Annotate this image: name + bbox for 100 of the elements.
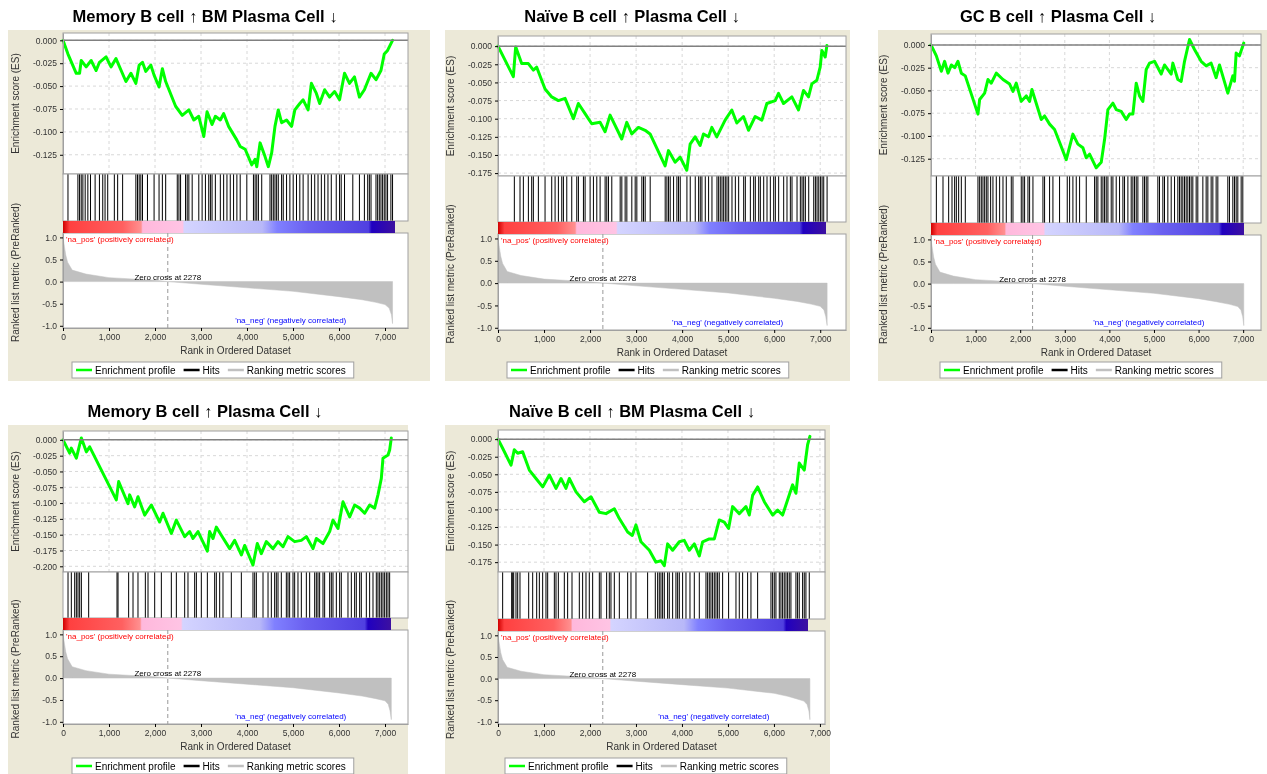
line-series	[496, 434, 812, 568]
x-tick-label: 1,000	[533, 728, 556, 739]
x-tick-label: 2,000	[579, 334, 602, 345]
y-axis-title: Enrichment score (ES)	[878, 54, 889, 156]
annotation: 'na_neg' (negatively correlated)	[1093, 318, 1205, 327]
legend-label: Hits	[202, 761, 220, 772]
y-axis-title: Ranked list metric (PreRanked)	[445, 204, 456, 344]
y-tick-label: -1.0	[477, 322, 493, 333]
y-tick-label: -0.125	[32, 149, 58, 160]
y-tick-label: -0.175	[32, 545, 58, 556]
y-tick-label: -0.100	[467, 113, 493, 124]
y-tick-label: -1.0	[910, 323, 926, 334]
x-tick-label: 0	[496, 334, 502, 345]
annotation: 'na_neg' (negatively correlated)	[672, 318, 784, 327]
y-tick-label: -0.025	[900, 62, 926, 73]
annotation: 'na_pos' (positively correlated)	[66, 632, 174, 641]
y-tick-label: -0.050	[467, 77, 493, 88]
y-tick-label: -0.025	[467, 59, 493, 70]
x-tick-label: 7,000	[374, 728, 397, 739]
line-series	[929, 37, 1246, 170]
x-tick-label: 6,000	[764, 334, 786, 345]
x-tick-label: 2,000	[1010, 334, 1032, 345]
x-tick-label: 5,000	[718, 334, 740, 345]
x-tick-label: 6,000	[328, 332, 351, 343]
annotation: 'na_pos' (positively correlated)	[934, 237, 1042, 246]
y-axis-title: Ranked list metric (PreRanked)	[445, 600, 456, 739]
x-tick-label: 5,000	[1143, 334, 1166, 345]
x-tick-label: 7,000	[1233, 334, 1255, 345]
x-tick-label: 3,000	[190, 332, 213, 343]
x-tick-label: 4,000	[236, 332, 259, 343]
x-tick-label: 4,000	[671, 334, 694, 345]
x-tick-label: 6,000	[763, 728, 786, 739]
y-tick-label: -0.075	[467, 95, 493, 106]
legend-label: Ranking metric scores	[679, 761, 779, 772]
y-axis-title: Enrichment score (ES)	[10, 53, 21, 154]
ref-line-label: Zero cross at 2278	[569, 669, 637, 679]
x-tick-label: 6,000	[1188, 334, 1210, 345]
y-tick-label: -0.200	[32, 561, 58, 572]
x-axis-title: Rank in Ordered Dataset	[606, 741, 718, 752]
x-tick-label: 2,000	[144, 332, 167, 343]
annotation: 'na_neg' (negatively correlated)	[235, 712, 347, 721]
x-axis-title: Rank in Ordered Dataset	[180, 345, 292, 356]
y-tick-label: 0.000	[35, 35, 58, 46]
y-tick-label: 1.0	[480, 233, 493, 244]
x-tick-label: 2,000	[144, 728, 167, 739]
y-tick-label: 0.0	[45, 276, 58, 287]
y-tick-label: -0.075	[467, 487, 493, 498]
x-tick-label: 5,000	[282, 728, 305, 739]
y-tick-label: 0.5	[45, 651, 58, 662]
x-axis-title: Rank in Ordered Dataset	[616, 347, 728, 358]
chart-title: Naïve B cell ↑ Plasma Cell ↓	[524, 7, 740, 25]
annotation: 'na_neg' (negatively correlated)	[658, 712, 770, 721]
y-axis-title: Enrichment score (ES)	[445, 55, 456, 157]
y-tick-label: -1.0	[42, 717, 58, 728]
y-tick-label: -0.050	[32, 466, 58, 477]
x-tick-label: 3,000	[1054, 334, 1077, 345]
y-tick-label: 0.000	[470, 41, 493, 52]
x-tick-label: 0	[929, 334, 935, 345]
y-tick-label: -0.125	[467, 132, 493, 143]
x-tick-label: 1,000	[533, 334, 556, 345]
legend-label: Hits	[637, 365, 655, 376]
x-tick-label: 3,000	[190, 728, 213, 739]
x-tick-label: 0	[496, 728, 502, 739]
y-tick-label: 0.5	[480, 256, 493, 267]
x-tick-label: 4,000	[1099, 334, 1121, 345]
y-tick-label: 0.000	[35, 435, 58, 446]
legend-label: Enrichment profile	[963, 365, 1045, 376]
y-tick-label: 0.5	[480, 652, 493, 663]
y-tick-label: -0.150	[467, 539, 493, 550]
legend-label: Ranking metric scores	[1114, 365, 1214, 376]
line-series	[61, 436, 393, 567]
ref-line-label: Zero cross at 2278	[569, 274, 637, 284]
y-tick-label: -0.025	[32, 58, 58, 69]
x-axis-title: Rank in Ordered Dataset	[180, 741, 292, 752]
legend-label: Ranking metric scores	[681, 365, 781, 376]
y-tick-label: -0.100	[32, 498, 58, 509]
annotation: 'na_pos' (positively correlated)	[501, 236, 609, 245]
y-tick-label: 0.0	[913, 278, 926, 289]
y-tick-label: -0.025	[467, 451, 493, 462]
y-tick-label: 0.0	[45, 673, 58, 684]
y-tick-label: -1.0	[42, 321, 58, 332]
line-series	[61, 38, 395, 169]
y-tick-label: -0.5	[477, 300, 493, 311]
y-tick-label: -0.125	[467, 522, 493, 533]
y-tick-label: -0.050	[900, 85, 926, 96]
y-tick-label: 1.0	[45, 629, 58, 640]
x-tick-label: 3,000	[625, 334, 648, 345]
y-tick-label: -1.0	[477, 717, 493, 728]
legend-label: Ranking metric scores	[246, 365, 346, 376]
y-axis-title: Enrichment score (ES)	[445, 450, 456, 552]
x-tick-label: 1,000	[965, 334, 987, 345]
ref-line-label: Zero cross at 2278	[999, 274, 1067, 284]
y-tick-label: -0.5	[42, 695, 58, 706]
y-tick-label: -0.100	[900, 131, 926, 142]
y-tick-label: -0.075	[900, 108, 926, 119]
x-tick-label: 7,000	[810, 334, 832, 345]
y-axis-title: Ranked list metric (PreRanked)	[10, 599, 21, 739]
y-tick-label: 0.5	[45, 254, 58, 265]
y-axis-title: Ranked list metric (PreRanked)	[10, 203, 21, 342]
chart-title: GC B cell ↑ Plasma Cell ↓	[959, 7, 1157, 25]
